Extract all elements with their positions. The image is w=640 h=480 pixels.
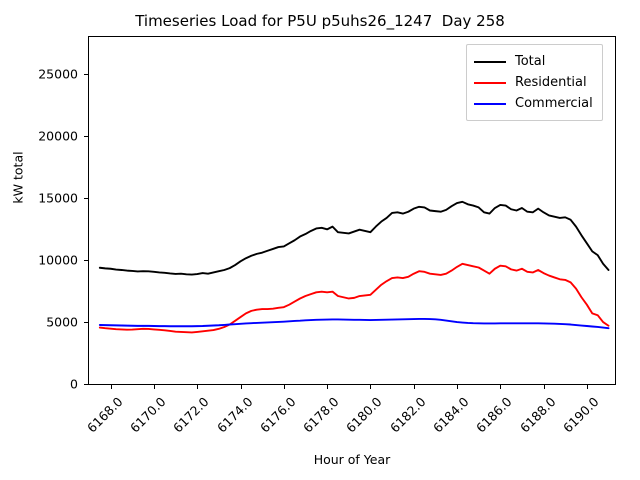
legend-color-swatch — [474, 81, 506, 84]
y-tick-mark — [84, 322, 88, 324]
y-tick-mark — [84, 260, 88, 262]
x-tick-mark — [543, 385, 545, 389]
chart-legend: Total Residential Commercial — [466, 44, 603, 121]
legend-label: Commercial — [515, 96, 593, 111]
x-tick-mark — [327, 385, 329, 389]
chart-title: Timeseries Load for P5U p5uhs26_1247 Day… — [135, 12, 505, 30]
series-line-commercial — [98, 317, 610, 330]
x-tick-mark — [283, 385, 285, 389]
series-line-total — [98, 200, 610, 276]
y-tick-label: 15000 — [38, 190, 78, 206]
x-tick-mark — [370, 385, 372, 389]
series-canvas — [98, 200, 610, 334]
x-tick-label: 6174.0 — [213, 394, 256, 436]
y-tick-label: 5000 — [46, 314, 78, 330]
x-tick-mark — [586, 385, 588, 389]
legend-entry-commercial[interactable]: Commercial — [474, 93, 593, 114]
x-tick-mark — [197, 385, 199, 389]
x-tick-label: 6188.0 — [516, 394, 559, 436]
legend-entry-total[interactable]: Total — [474, 51, 593, 72]
legend-label: Residential — [515, 75, 587, 90]
y-tick-label: 10000 — [38, 252, 78, 268]
y-axis-label: kW total — [10, 151, 26, 204]
legend-label: Total — [515, 54, 546, 69]
legend-color-swatch — [474, 102, 506, 105]
y-tick-mark — [84, 384, 88, 385]
x-tick-mark — [500, 385, 502, 389]
legend-color-swatch — [474, 60, 506, 63]
legend-entry-residential[interactable]: Residential — [474, 72, 593, 93]
x-axis-label: Hour of Year — [313, 452, 391, 467]
y-tick-mark — [84, 198, 88, 200]
y-tick-label: 0 — [70, 376, 78, 392]
y-tick-label: 20000 — [38, 128, 78, 144]
x-tick-mark — [240, 385, 242, 389]
x-tick-mark — [456, 385, 458, 389]
x-tick-mark — [153, 385, 155, 389]
x-tick-mark — [413, 385, 415, 389]
x-tick-mark — [110, 385, 112, 389]
y-tick-label: 25000 — [38, 66, 78, 82]
y-tick-mark — [84, 74, 88, 76]
y-tick-mark — [84, 136, 88, 138]
series-line-residential — [98, 262, 610, 334]
